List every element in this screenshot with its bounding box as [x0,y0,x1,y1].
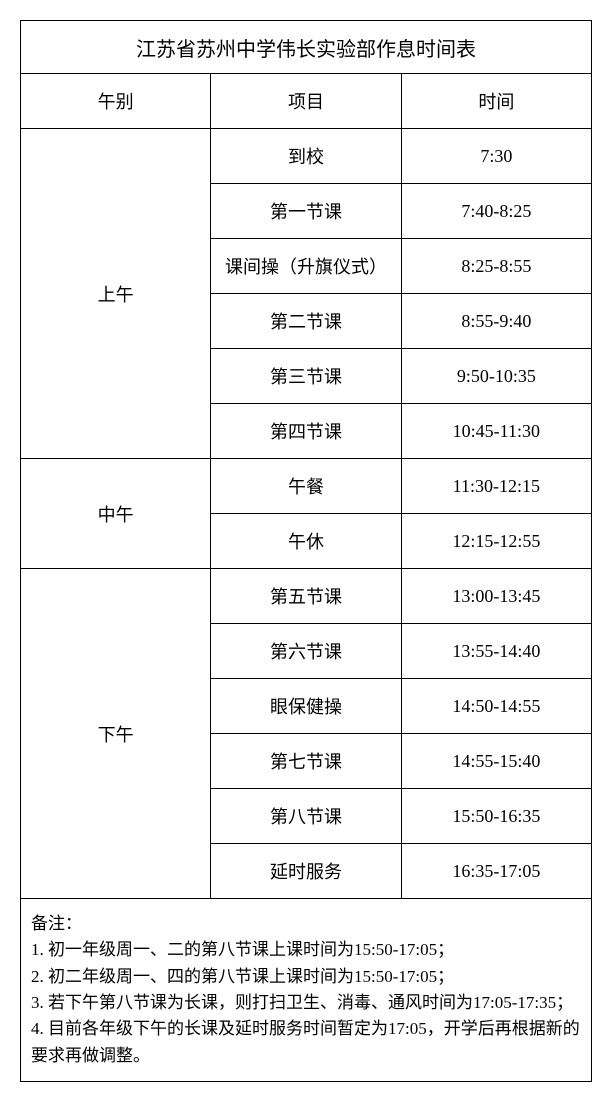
schedule-time: 7:40-8:25 [401,184,591,239]
schedule-time: 13:00-13:45 [401,569,591,624]
schedule-item: 午休 [211,514,401,569]
schedule-item: 第三节课 [211,349,401,404]
schedule-item: 眼保健操 [211,679,401,734]
schedule-time: 14:55-15:40 [401,734,591,789]
schedule-time: 16:35-17:05 [401,844,591,899]
period-noon: 中午 [21,459,211,569]
notes-row: 备注： 1. 初一年级周一、二的第八节课上课时间为15:50-17:05； 2.… [21,899,592,1082]
schedule-item: 课间操（升旗仪式） [211,239,401,294]
notes-heading: 备注： [31,911,581,937]
schedule-item: 第六节课 [211,624,401,679]
schedule-item: 第五节课 [211,569,401,624]
schedule-item: 第七节课 [211,734,401,789]
header-item: 项目 [211,74,401,129]
table-row: 下午 第五节课 13:00-13:45 [21,569,592,624]
schedule-item: 第八节课 [211,789,401,844]
schedule-table: 江苏省苏州中学伟长实验部作息时间表 午别 项目 时间 上午 到校 7:30 第一… [20,20,592,1082]
table-title: 江苏省苏州中学伟长实验部作息时间表 [21,21,592,74]
schedule-time: 13:55-14:40 [401,624,591,679]
header-period: 午别 [21,74,211,129]
period-afternoon: 下午 [21,569,211,899]
table-row: 中午 午餐 11:30-12:15 [21,459,592,514]
header-time: 时间 [401,74,591,129]
schedule-time: 14:50-14:55 [401,679,591,734]
notes-cell: 备注： 1. 初一年级周一、二的第八节课上课时间为15:50-17:05； 2.… [21,899,592,1082]
schedule-time: 8:55-9:40 [401,294,591,349]
notes-item: 4. 目前各年级下午的长课及延时服务时间暂定为17:05，开学后再根据新的要求再… [31,1016,581,1069]
schedule-time: 10:45-11:30 [401,404,591,459]
table-row: 上午 到校 7:30 [21,129,592,184]
schedule-time: 15:50-16:35 [401,789,591,844]
notes-item: 3. 若下午第八节课为长课，则打扫卫生、消毒、通风时间为17:05-17:35； [31,990,581,1016]
period-morning: 上午 [21,129,211,459]
schedule-time: 9:50-10:35 [401,349,591,404]
schedule-time: 8:25-8:55 [401,239,591,294]
schedule-time: 11:30-12:15 [401,459,591,514]
header-row: 午别 项目 时间 [21,74,592,129]
schedule-item: 第二节课 [211,294,401,349]
schedule-item: 第四节课 [211,404,401,459]
schedule-time: 12:15-12:55 [401,514,591,569]
schedule-time: 7:30 [401,129,591,184]
notes-item: 2. 初二年级周一、四的第八节课上课时间为15:50-17:05； [31,964,581,990]
notes-item: 1. 初一年级周一、二的第八节课上课时间为15:50-17:05； [31,937,581,963]
schedule-item: 延时服务 [211,844,401,899]
schedule-item: 午餐 [211,459,401,514]
schedule-item: 第一节课 [211,184,401,239]
schedule-item: 到校 [211,129,401,184]
